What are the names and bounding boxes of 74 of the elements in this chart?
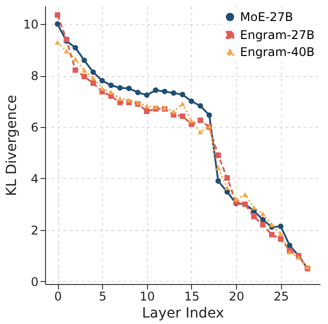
x-tick-label: 0 [54, 290, 62, 304]
x-tick-label: 5 [98, 290, 106, 304]
point [198, 130, 204, 134]
x-axis-title: Layer Index [142, 306, 224, 322]
point [188, 98, 194, 104]
point [242, 192, 248, 198]
y-tick-label: 0 [30, 274, 38, 289]
point [64, 48, 70, 54]
y-axis-title: KL Divergence [4, 94, 20, 196]
y-tick-label: 4 [30, 172, 38, 186]
point [198, 103, 204, 109]
point [72, 44, 78, 50]
point [90, 80, 96, 86]
point [152, 87, 158, 93]
point [198, 118, 204, 124]
point [215, 152, 221, 158]
point [278, 224, 284, 230]
point [251, 214, 257, 220]
point [117, 96, 123, 102]
point [82, 74, 88, 80]
x-tick-label: 20 [228, 290, 244, 304]
point [126, 98, 132, 102]
point [224, 185, 230, 190]
point [90, 69, 96, 75]
point [126, 86, 132, 92]
point [251, 205, 257, 210]
legend-label: MoE-27B [240, 10, 294, 24]
point [144, 104, 150, 109]
point [260, 211, 266, 216]
point [117, 85, 123, 91]
point [233, 196, 239, 202]
point [162, 88, 168, 94]
point [99, 78, 105, 84]
point [90, 76, 96, 80]
point [224, 175, 230, 181]
point [170, 90, 176, 96]
point [82, 58, 88, 64]
point [108, 82, 114, 88]
point [180, 92, 186, 98]
point [82, 68, 88, 73]
point [144, 108, 150, 114]
point [170, 109, 176, 114]
x-tick-label: 25 [274, 290, 289, 304]
point [206, 112, 212, 118]
x-tick-label: 15 [184, 290, 200, 304]
point [180, 101, 186, 106]
point [269, 222, 275, 228]
point [54, 21, 60, 27]
point [99, 86, 105, 91]
point [144, 92, 150, 98]
point [188, 118, 194, 124]
y-tick-label: 10 [23, 18, 38, 32]
legend-label: Engram-27B [240, 28, 315, 42]
point [135, 90, 141, 96]
x-tick-label: 10 [140, 290, 155, 304]
y-tick-label: 2 [30, 223, 38, 238]
point [215, 178, 221, 184]
point [278, 231, 284, 236]
point [260, 216, 266, 222]
point [296, 255, 302, 260]
point [152, 104, 158, 110]
point [72, 56, 78, 62]
point [260, 222, 266, 228]
legend-label: Engram-40B [240, 45, 315, 59]
point [72, 67, 78, 73]
point [180, 113, 186, 119]
y-tick-label: 6 [30, 120, 38, 134]
point [215, 166, 221, 170]
point [54, 40, 60, 45]
point [286, 242, 292, 248]
point [269, 232, 275, 238]
point [108, 90, 114, 95]
y-tick-label: 8 [30, 69, 38, 83]
point [278, 236, 284, 242]
